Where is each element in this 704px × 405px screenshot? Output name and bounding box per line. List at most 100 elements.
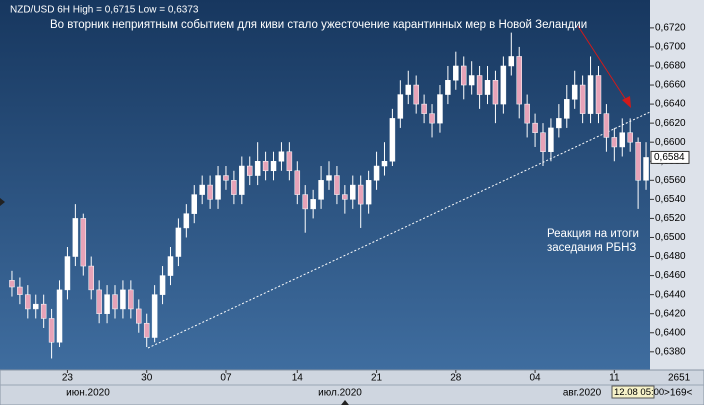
- candle-body: [619, 132, 626, 148]
- candle-body: [468, 75, 475, 86]
- x-tick-label: 30: [141, 373, 153, 384]
- chart-title: NZD/USD 6H High = 0,6715 Low = 0,6373: [10, 5, 199, 16]
- candle-body: [64, 256, 71, 291]
- candle-body: [453, 65, 459, 81]
- arrow: [577, 25, 627, 101]
- y-tick-label: 0,6400: [655, 327, 686, 338]
- candle-body: [326, 175, 332, 181]
- y-tick-label: 0,6460: [655, 270, 686, 281]
- y-tick-label: 0,6560: [655, 175, 686, 186]
- candle-body: [143, 322, 150, 338]
- y-tick-label: 0,6720: [655, 23, 686, 34]
- x-tick-label: 28: [450, 373, 462, 384]
- annotation: Во вторник неприятным событием для киви …: [50, 19, 587, 31]
- candle-body: [532, 122, 538, 133]
- y-tick-label: 0,6660: [655, 80, 686, 91]
- candle-body: [484, 80, 491, 95]
- last-price-box: [650, 150, 690, 164]
- candle-body: [540, 132, 546, 152]
- candle-body: [587, 75, 594, 114]
- candle-body: [151, 294, 158, 338]
- bar-offset: >169<: [664, 388, 693, 399]
- candle-body: [278, 151, 285, 162]
- y-tick-label: 0,6520: [655, 213, 686, 224]
- candle-body: [183, 213, 190, 229]
- candle-body: [159, 275, 166, 295]
- candle-body: [342, 194, 348, 200]
- y-tick-label: 0,6480: [655, 251, 686, 262]
- candle-body: [25, 294, 31, 310]
- candle-body: [579, 84, 586, 114]
- candle-body: [72, 218, 79, 257]
- price-axis: [650, 0, 704, 370]
- candle-body: [556, 118, 562, 129]
- candle-body: [80, 218, 87, 267]
- candle-body: [524, 103, 530, 124]
- x-month-label: июл.2020: [318, 388, 362, 399]
- annotation: заседания РБНЗ: [547, 242, 636, 254]
- y-tick-label: 0,6680: [655, 61, 686, 72]
- y-tick-label: 0,6640: [655, 99, 686, 110]
- candle-body: [405, 84, 412, 95]
- candle-body: [421, 103, 427, 114]
- candle-body: [302, 194, 308, 210]
- candle-body: [199, 184, 205, 195]
- candle-body: [357, 184, 364, 205]
- candle-body: [381, 161, 388, 167]
- trend-line: [147, 111, 651, 349]
- candle-body: [429, 113, 435, 124]
- candle-body: [246, 165, 253, 176]
- x-tick-label: 04: [530, 373, 542, 384]
- candle-body: [286, 151, 293, 172]
- candle-body: [136, 308, 142, 324]
- candle-body: [373, 165, 380, 181]
- candle-body: [516, 56, 522, 105]
- candle-body: [318, 180, 324, 200]
- candle-body: [120, 289, 126, 310]
- candle-body: [310, 199, 316, 210]
- candle-body: [294, 170, 301, 195]
- y-tick-label: 0,6600: [655, 137, 686, 148]
- candle-body: [571, 84, 578, 100]
- x-month-label: июн.2020: [66, 388, 110, 399]
- scroll-marker: [341, 400, 349, 405]
- cursor-box: [611, 385, 655, 399]
- candle-body: [643, 157, 649, 181]
- time-axis: [0, 369, 704, 405]
- candle-body: [191, 194, 198, 214]
- annotation: Реакция на итоги: [547, 228, 639, 240]
- candle-body: [17, 286, 23, 295]
- candle-body: [334, 175, 340, 195]
- candle-body: [365, 180, 372, 205]
- candle-body: [603, 113, 610, 138]
- candle-body: [611, 137, 618, 148]
- candle-body: [32, 303, 39, 310]
- candle-body: [508, 56, 515, 67]
- candle-body: [492, 80, 499, 105]
- x-tick-label: 21: [371, 373, 383, 384]
- candle-body: [270, 161, 277, 172]
- candle-body: [397, 94, 404, 119]
- y-tick-label: 0,6380: [655, 346, 686, 357]
- candle-body: [460, 65, 467, 86]
- x-month-label: авг.2020: [563, 388, 602, 399]
- candle-body: [476, 75, 483, 95]
- cursor-time: 12.08 05:00: [614, 387, 664, 398]
- candle-body: [223, 175, 229, 181]
- y-tick-label: 0,6540: [655, 194, 686, 205]
- x-tick-label: 23: [62, 373, 74, 384]
- candle-body: [215, 175, 221, 200]
- y-tick-label: 0,6440: [655, 289, 686, 300]
- y-tick-label: 0,6700: [655, 42, 686, 53]
- candle-body: [167, 256, 174, 276]
- candle-body: [254, 161, 261, 176]
- candle-body: [239, 165, 245, 195]
- candle-body: [627, 132, 633, 143]
- candle-body: [112, 294, 118, 310]
- scroll-marker: [0, 198, 5, 206]
- candle-body: [9, 280, 15, 288]
- candle-body: [413, 84, 419, 105]
- y-tick-label: 0,6500: [655, 232, 686, 243]
